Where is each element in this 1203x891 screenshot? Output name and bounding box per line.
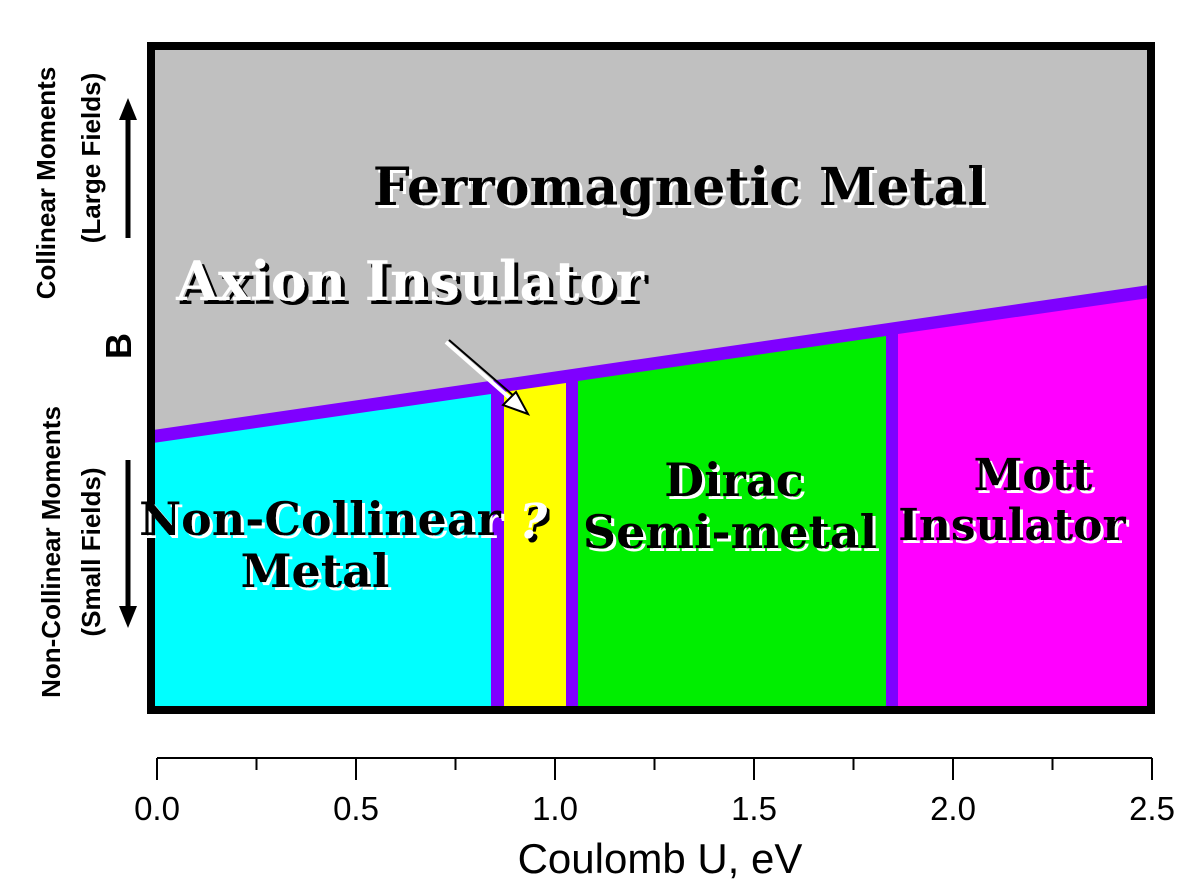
region-labels: Ferromagnetic Metal Axion Insulator Non-… [139,157,1126,598]
y-axis-label-b: B [98,333,139,359]
mott-label-line1: Mott [974,450,1093,501]
question-mark-label: ? [519,494,548,550]
up-arrow-icon [119,98,137,120]
ferromagnetic-metal-label: Ferromagnetic Metal [373,157,987,218]
axion-arrow-line-shadow [448,339,516,398]
x-axis-ticks [156,758,1153,780]
plot-frame [147,42,1155,714]
x-tick-label: 0.5 [333,790,379,827]
x-tick-label: 1.0 [532,790,578,827]
x-axis-tick-labels: 0.0 0.5 1.0 1.5 2.0 2.5 [134,790,1175,827]
down-arrow-icon [119,606,137,628]
non-collinear-label-line1: Non-Collinear [139,492,501,546]
mott-label-line2: Insulator [898,500,1126,551]
axion-arrow-head [501,390,531,416]
non-collinear-region [153,394,491,708]
dirac-label-line1: Dirac [664,453,803,507]
x-tick-label: 0.0 [134,790,180,827]
mott-region [898,298,1149,708]
axion-insulator-label: Axion Insulator [175,249,644,313]
axion-question-region [504,383,566,708]
phase-regions [153,48,1149,708]
x-tick-label: 2.0 [930,790,976,827]
axion-arrow-line [444,340,514,402]
y-axis-upper-line1: Collinear Moments [31,67,61,300]
dirac-label-line2: Semi-metal [583,505,877,559]
non-collinear-label-line2: Metal [241,544,390,598]
y-axis-annotation: Collinear Moments (Large Fields) B Non-C… [31,67,139,698]
x-tick-label: 2.5 [1129,790,1175,827]
x-tick-label: 1.5 [731,790,777,827]
x-axis: 0.0 0.5 1.0 1.5 2.0 2.5 Coulomb U, eV [134,757,1175,882]
y-axis-lower-line1: Non-Collinear Moments [36,406,66,698]
y-axis-lower-line2: (Small Fields) [76,467,106,636]
dirac-region [578,336,886,708]
x-axis-label: Coulomb U, eV [518,835,803,882]
y-axis-upper-line2: (Large Fields) [76,73,106,243]
